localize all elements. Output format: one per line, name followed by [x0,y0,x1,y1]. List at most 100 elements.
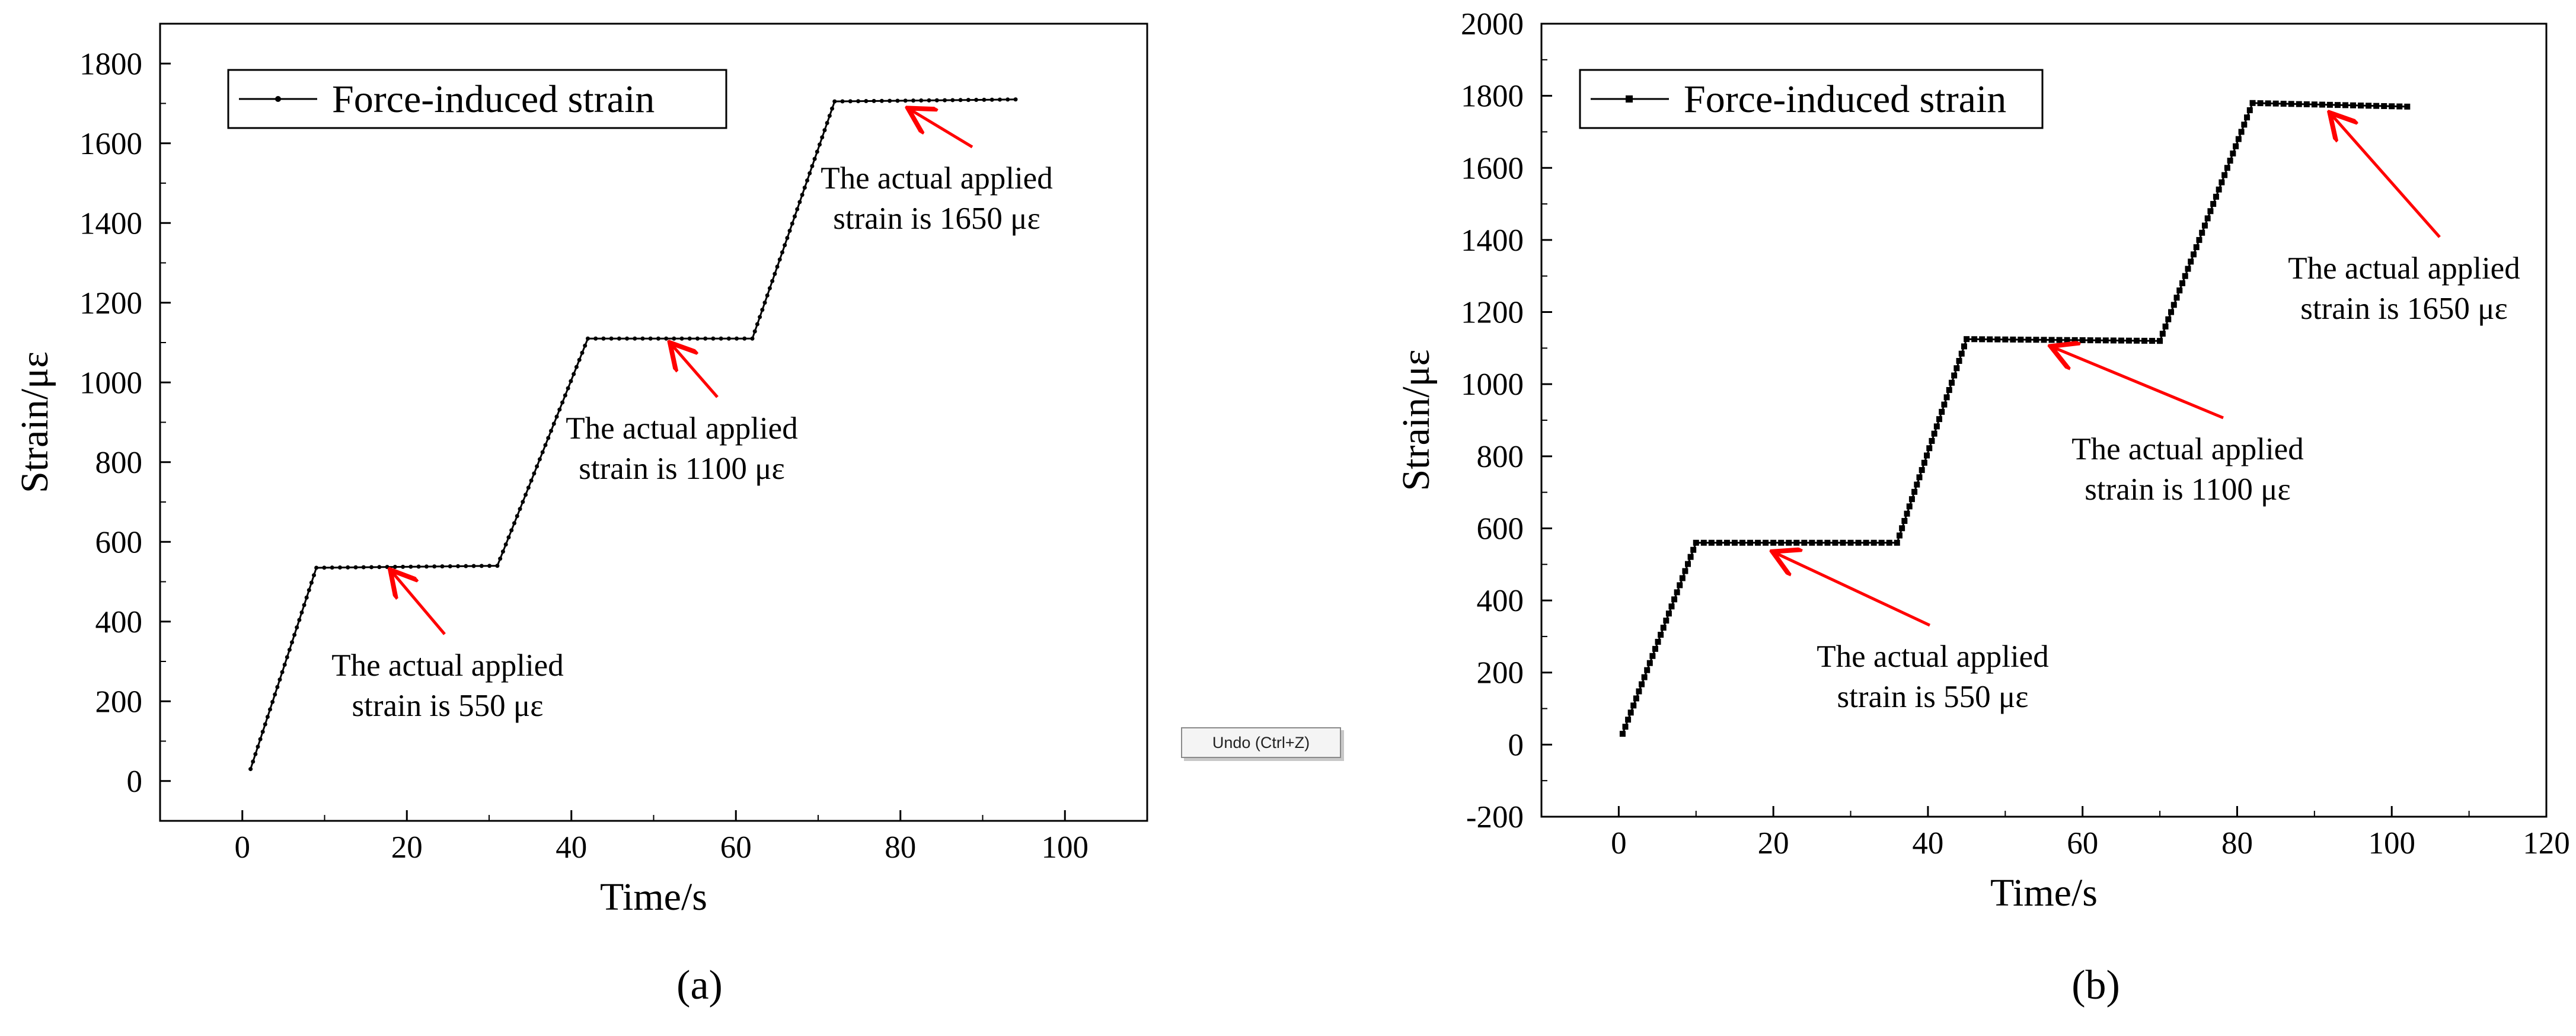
data-point [1948,379,1955,386]
data-point [2288,101,2294,107]
data-point [1716,539,1722,546]
data-point [679,336,684,341]
data-point [2238,129,2245,135]
annotation-arrow [1775,553,1931,627]
data-point [911,98,915,103]
y-tick-label: 1000 [79,366,142,400]
data-point [253,752,258,756]
data-point [1894,539,1900,546]
data-point [586,336,590,341]
data-point [903,98,908,103]
data-point [695,336,700,341]
data-point [2199,229,2205,236]
data-point [856,99,861,104]
data-point [1896,532,1903,539]
data-point [787,228,792,233]
data-point [2190,251,2197,258]
annotation-arrow [672,345,719,398]
data-point [840,99,845,104]
data-point [251,759,256,764]
data-point [1840,539,1846,546]
data-point [551,421,556,426]
data-point [780,250,784,255]
data-point [755,322,759,327]
data-point [1953,365,1960,372]
legend-marker [275,96,281,102]
data-point [385,565,390,570]
legend-label: Force-induced strain [1684,78,2006,121]
data-point [563,393,567,398]
data-point [760,308,765,312]
data-point [1622,724,1629,730]
data-point [2381,103,2387,109]
data-point [260,730,265,734]
data-point [408,564,413,569]
data-point [1961,343,1967,350]
data-point [2196,236,2202,243]
data-point [1941,401,1948,408]
annotation-line-1: The actual applied [2288,251,2520,286]
legend-label: Force-induced strain [332,78,655,121]
annotation-line-2: strain is 1100 με [579,452,785,486]
data-point [2280,101,2287,107]
data-point [314,565,319,570]
data-point [1939,408,1945,415]
legend: Force-induced strain [1579,69,2044,129]
data-point [1747,539,1754,546]
x-tick-label: 80 [2221,826,2253,861]
x-tick-label: 20 [391,830,423,865]
data-point [1824,539,1831,546]
data-point [927,98,931,103]
data-point [2249,100,2256,106]
data-point [1943,394,1950,401]
data-point [1908,496,1915,503]
data-point [2087,337,2093,344]
data-point [1878,539,1885,546]
data-point [322,565,327,570]
chart-panel-a: 0 20 40 60 80 1000200400600800100012001400160… [13,23,1148,1008]
data-point [1832,539,1838,546]
y-tick-label: 800 [95,446,143,480]
data-point [1971,336,1978,343]
data-point [812,156,817,161]
annotation: The actual applied strain is 550 με [331,572,564,723]
data-point [577,357,582,362]
data-point [424,564,429,569]
data-point [1914,481,1920,488]
data-point [479,564,484,568]
data-point [1644,667,1651,673]
data-point [280,670,285,674]
data-point [500,549,505,554]
data-point [2224,165,2230,171]
data-point [770,279,775,283]
data-point [1778,539,1785,546]
data-point [554,414,559,419]
data-point [2193,244,2200,251]
data-point [752,329,757,334]
data-point [580,350,585,355]
data-point [487,564,492,568]
data-point [2244,114,2251,121]
data-point [529,478,534,483]
data-point [2064,337,2070,343]
x-axis-label: Time/s [1990,871,2098,915]
data-point [2396,103,2403,110]
data-point [540,450,545,455]
data-point [848,99,853,104]
annotation: The actual applied strain is 1100 με [2054,347,2304,507]
annotation: The actual applied strain is 1100 με [566,345,798,486]
x-tick-label: 60 [2067,826,2098,861]
data-point [471,564,476,568]
data-point [2230,150,2236,156]
data-point [270,699,275,704]
data-point [1013,97,1018,102]
y-tick-label: 1400 [79,206,142,241]
data-point [2235,136,2242,142]
data-point [775,264,780,269]
data-point [512,521,516,526]
x-tick-label: 40 [556,830,587,865]
y-tick-label: 1200 [1461,296,1524,330]
data-point [2358,103,2364,109]
data-point [1005,97,1010,102]
